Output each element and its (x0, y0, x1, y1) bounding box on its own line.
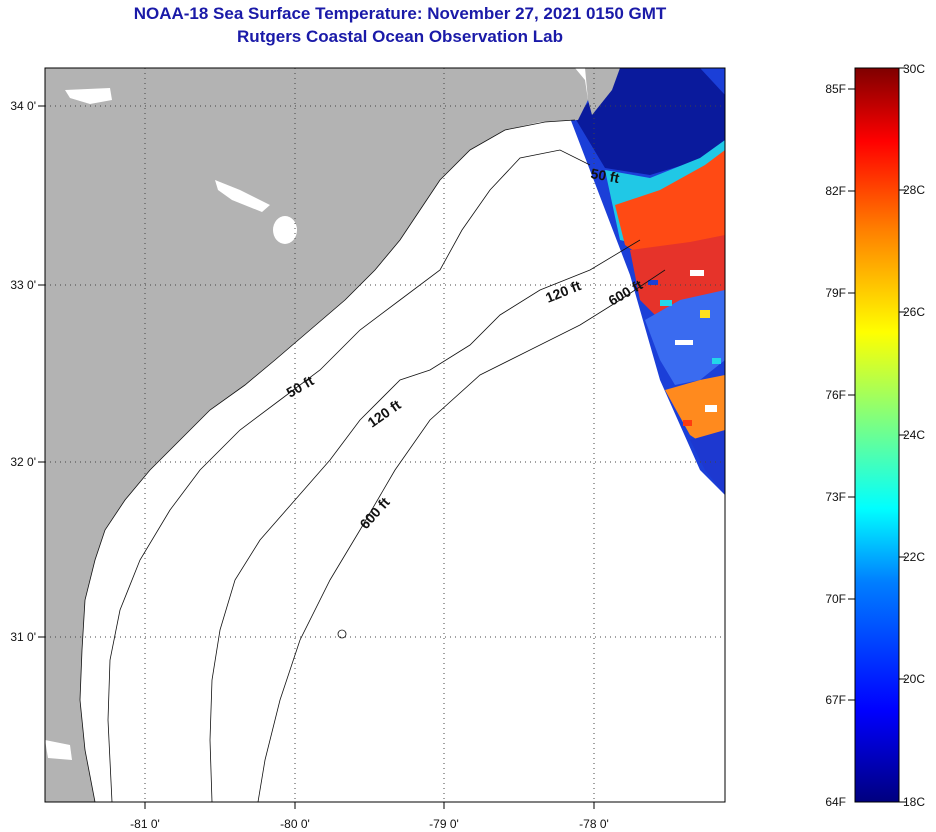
temperature-colorbar: 85F 82F 79F 76F 73F 70F 67F 64F 30C 28C … (825, 62, 925, 809)
isobath-120ft (209, 239, 641, 802)
colorbar-f-label: 70F (825, 592, 846, 606)
colorbar-c-label: 24C (903, 428, 925, 442)
colorbar-f-label: 73F (825, 490, 846, 504)
lat-tick-label: 32 0' (10, 455, 36, 469)
isobath-label: 50 ft (589, 165, 620, 186)
colorbar-f-label: 67F (825, 693, 846, 707)
colorbar-c-label: 20C (903, 672, 925, 686)
land-mass (45, 68, 588, 802)
plot-area (45, 68, 725, 802)
lon-tick-label: -79 0' (429, 817, 459, 831)
colorbar-f-label: 85F (825, 82, 846, 96)
lon-tick-label: -81 0' (130, 817, 160, 831)
map-subtitle: Rutgers Coastal Ocean Observation Lab (237, 27, 563, 46)
map-title: NOAA-18 Sea Surface Temperature: Novembe… (133, 4, 667, 23)
colorbar-c-label: 30C (903, 62, 925, 76)
colorbar-c-label: 28C (903, 183, 925, 197)
colorbar-c-label: 26C (903, 305, 925, 319)
lon-tick-label: -78 0' (579, 817, 609, 831)
colorbar-c-label: 18C (903, 795, 925, 809)
colorbar-f-label: 76F (825, 388, 846, 402)
colorbar-f-label: 64F (825, 795, 846, 809)
graticule (45, 68, 725, 802)
colorbar-f-label: 79F (825, 286, 846, 300)
isobath-50ft (107, 149, 591, 802)
colorbar-f-label: 82F (825, 184, 846, 198)
lat-tick-label: 34 0' (10, 99, 36, 113)
colorbar-c-label: 22C (903, 550, 925, 564)
isobath-600ft (257, 269, 666, 802)
lat-tick-label: 31 0' (10, 630, 36, 644)
lon-tick-label: -80 0' (280, 817, 310, 831)
lat-tick-label: 33 0' (10, 278, 36, 292)
